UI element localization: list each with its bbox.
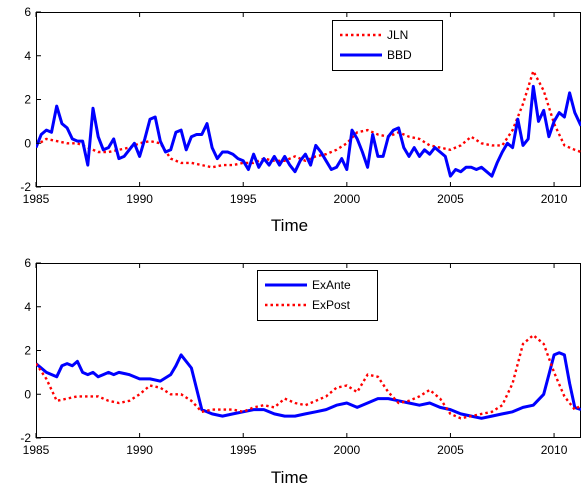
chart-1-ytick-label: 0 <box>24 136 31 150</box>
chart-2-ytick-label: 0 <box>24 387 31 401</box>
chart-2-legend-label-exante: ExAnte <box>312 278 351 292</box>
chart-1-ytick-label: -2 <box>20 180 31 194</box>
chart-2-xtick-label: 2005 <box>437 443 464 457</box>
chart-1-xtick-label: 2000 <box>333 192 360 206</box>
chart-2-legend-label-expost: ExPost <box>312 298 351 312</box>
chart-1-xtick-label: 2010 <box>541 192 568 206</box>
chart-2-ytick-label: 2 <box>24 344 31 358</box>
chart-2-xtick-label: 1985 <box>23 443 50 457</box>
chart-1-xlabel: Time <box>271 216 308 235</box>
chart-2-ytick-label: 6 <box>24 256 31 270</box>
chart-1-xtick-label: 1985 <box>23 192 50 206</box>
chart-1-ytick-label: 2 <box>24 93 31 107</box>
chart-1-xtick-label: 1990 <box>126 192 153 206</box>
chart-2: 1985 1990 1995 2000 2005 2010 -2 0 2 4 6 Time ExAnte… <box>20 256 581 487</box>
chart-2-legend-box <box>257 270 378 321</box>
chart-2-ytick-label: -2 <box>20 431 31 445</box>
chart-1-ytick-label: 6 <box>24 5 31 19</box>
chart-1-legend: JLN BBD <box>332 20 443 71</box>
chart-2-series-exante-line <box>36 351 581 420</box>
chart-1-legend-box <box>332 20 443 71</box>
chart-2-legend: ExAnte ExPost <box>257 270 378 321</box>
chart-1-xtick-label: 1995 <box>230 192 257 206</box>
chart-1-series-bbd-line <box>36 84 581 178</box>
chart-2-ytick-label: 4 <box>24 300 31 314</box>
chart-2-xlabel: Time <box>271 468 308 487</box>
chart-1-legend-label-jln: JLN <box>387 28 408 42</box>
chart-1-ytick-label: 4 <box>24 49 31 63</box>
chart-1-series-jln-line <box>36 69 581 169</box>
chart-2-xtick-label: 2010 <box>541 443 568 457</box>
chart-1-xtick-label: 2005 <box>437 192 464 206</box>
chart-1-legend-label-bbd: BBD <box>387 48 412 62</box>
chart-1: 1985 1990 1995 2000 2005 2010 -2 0 2 4 6 Time JLN BBD <box>20 5 581 235</box>
chart-2-xtick-label: 2000 <box>333 443 360 457</box>
chart-2-xtick-label: 1995 <box>230 443 257 457</box>
chart-2-xtick-label: 1990 <box>126 443 153 457</box>
